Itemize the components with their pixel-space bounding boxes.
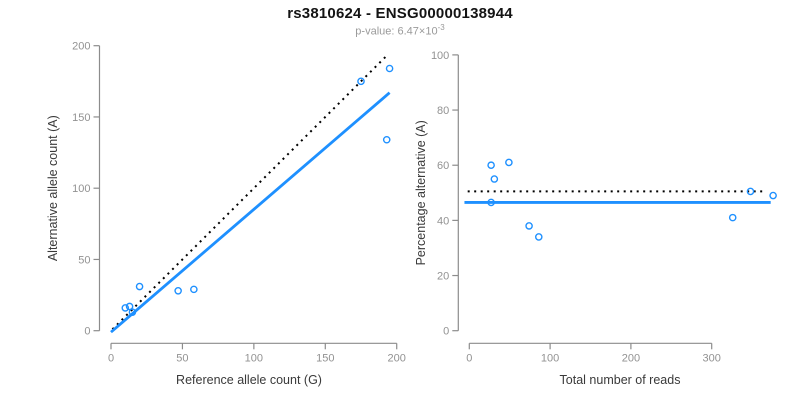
data-point [190,285,198,294]
data-point [728,213,737,222]
figure-subtitle: p-value: 6.47×10-3 [0,23,800,38]
y-tick-label: 20 [437,271,449,283]
y-axis-title: Alternative allele count (A) [46,115,60,261]
y-tick-label: 100 [431,50,449,62]
pvalue-text: p-value: 6.47×10 [355,25,438,38]
x-axis-title: Reference allele count (G) [176,373,322,387]
data-point [487,198,495,207]
identity-line [111,54,388,330]
x-tick-label: 200 [622,352,640,364]
x-tick-label: 0 [108,352,114,364]
data-point [534,233,543,241]
y-tick-label: 100 [72,183,90,195]
data-point [121,304,130,312]
data-point [490,175,499,183]
y-tick-label: 80 [437,105,449,117]
data-point [505,158,513,167]
y-tick-label: 150 [72,112,90,124]
x-tick-label: 100 [245,352,263,364]
x-tick-label: 200 [388,352,406,364]
data-point [385,64,394,73]
data-point [174,286,182,295]
x-axis-title: Total number of reads [560,373,681,387]
x-tick-label: 100 [541,352,559,364]
figure-title: rs3810624 - ENSG00000138944 [287,5,513,22]
y-tick-label: 0 [84,326,90,338]
y-tick-label: 60 [437,160,449,172]
x-tick-label: 300 [703,352,721,364]
y-tick-label: 0 [443,326,449,338]
data-point [746,187,755,196]
data-point [525,222,533,230]
y-tick-label: 40 [437,215,449,227]
data-point [769,191,777,200]
y-axis-title: Percentage alternative (A) [414,120,428,265]
data-point [125,302,134,311]
regression-line [110,91,391,334]
data-point [128,308,137,316]
x-tick-label: 150 [316,352,334,364]
y-tick-label: 50 [78,254,90,266]
pvalue-exponent: -3 [437,23,445,32]
data-point [487,161,495,170]
x-tick-label: 50 [176,352,188,364]
y-tick-label: 200 [72,41,90,53]
data-point [357,77,365,86]
data-point [135,282,144,291]
data-point [382,135,391,144]
x-tick-label: 0 [466,352,472,364]
